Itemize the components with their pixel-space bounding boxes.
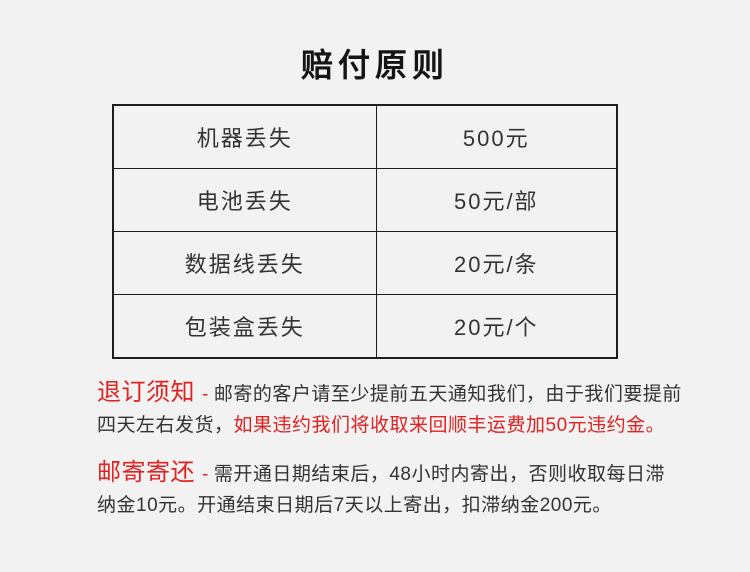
compensation-table-body: 机器丢失 500元 电池丢失 50元/部 数据线丢失 20元/条 包装盒丢失 2… [112, 104, 618, 359]
page-title: 赔付原则 [300, 47, 449, 83]
note-mail-return: 邮寄寄还 - 需开通日期结束后，48小时内寄出，否则收取每日滞纳金10元。开通结束日… [97, 457, 682, 521]
loss-item-cell: 电池丢失 [112, 168, 377, 232]
note-unsubscribe-body-red: 如果违约我们将收取来回顺丰运费加50元违约金。 [233, 415, 666, 436]
loss-item-cell: 机器丢失 [112, 104, 377, 169]
loss-value-cell: 20元/个 [375, 294, 618, 359]
note-unsubscribe-heading: 退订须知 [97, 379, 195, 406]
compensation-table: 机器丢失 500元 电池丢失 50元/部 数据线丢失 20元/条 包装盒丢失 2… [112, 104, 618, 359]
note-unsubscribe-body: 邮寄的客户请至少提前五天通知我们，由于我们要提前四天左右发货， [97, 384, 682, 436]
loss-value-cell: 20元/条 [375, 231, 618, 295]
table-row: 数据线丢失 20元/条 [112, 231, 618, 295]
note-unsubscribe: 退订须知 - 邮寄的客户请至少提前五天通知我们，由于我们要提前四天左右发货，如果违约… [97, 377, 682, 441]
note-mail-return-body: 需开通日期结束后，48小时内寄出，否则收取每日滞纳金10元。开通结束日期后7天以… [97, 464, 665, 516]
table-row: 包装盒丢失 20元/个 [112, 294, 618, 359]
loss-item-cell: 数据线丢失 [112, 231, 377, 295]
note-mail-return-heading: 邮寄寄还 [97, 459, 195, 486]
loss-item-cell: 包装盒丢失 [112, 294, 377, 359]
notes-section: 退订须知 - 邮寄的客户请至少提前五天通知我们，由于我们要提前四天左右发货，如果违约… [97, 377, 682, 537]
table-row: 机器丢失 500元 [112, 104, 618, 169]
loss-value-cell: 500元 [375, 104, 618, 169]
table-row: 电池丢失 50元/部 [112, 168, 618, 232]
loss-value-cell: 50元/部 [375, 168, 618, 232]
note-separator: - [202, 384, 209, 405]
note-separator: - [202, 464, 209, 485]
